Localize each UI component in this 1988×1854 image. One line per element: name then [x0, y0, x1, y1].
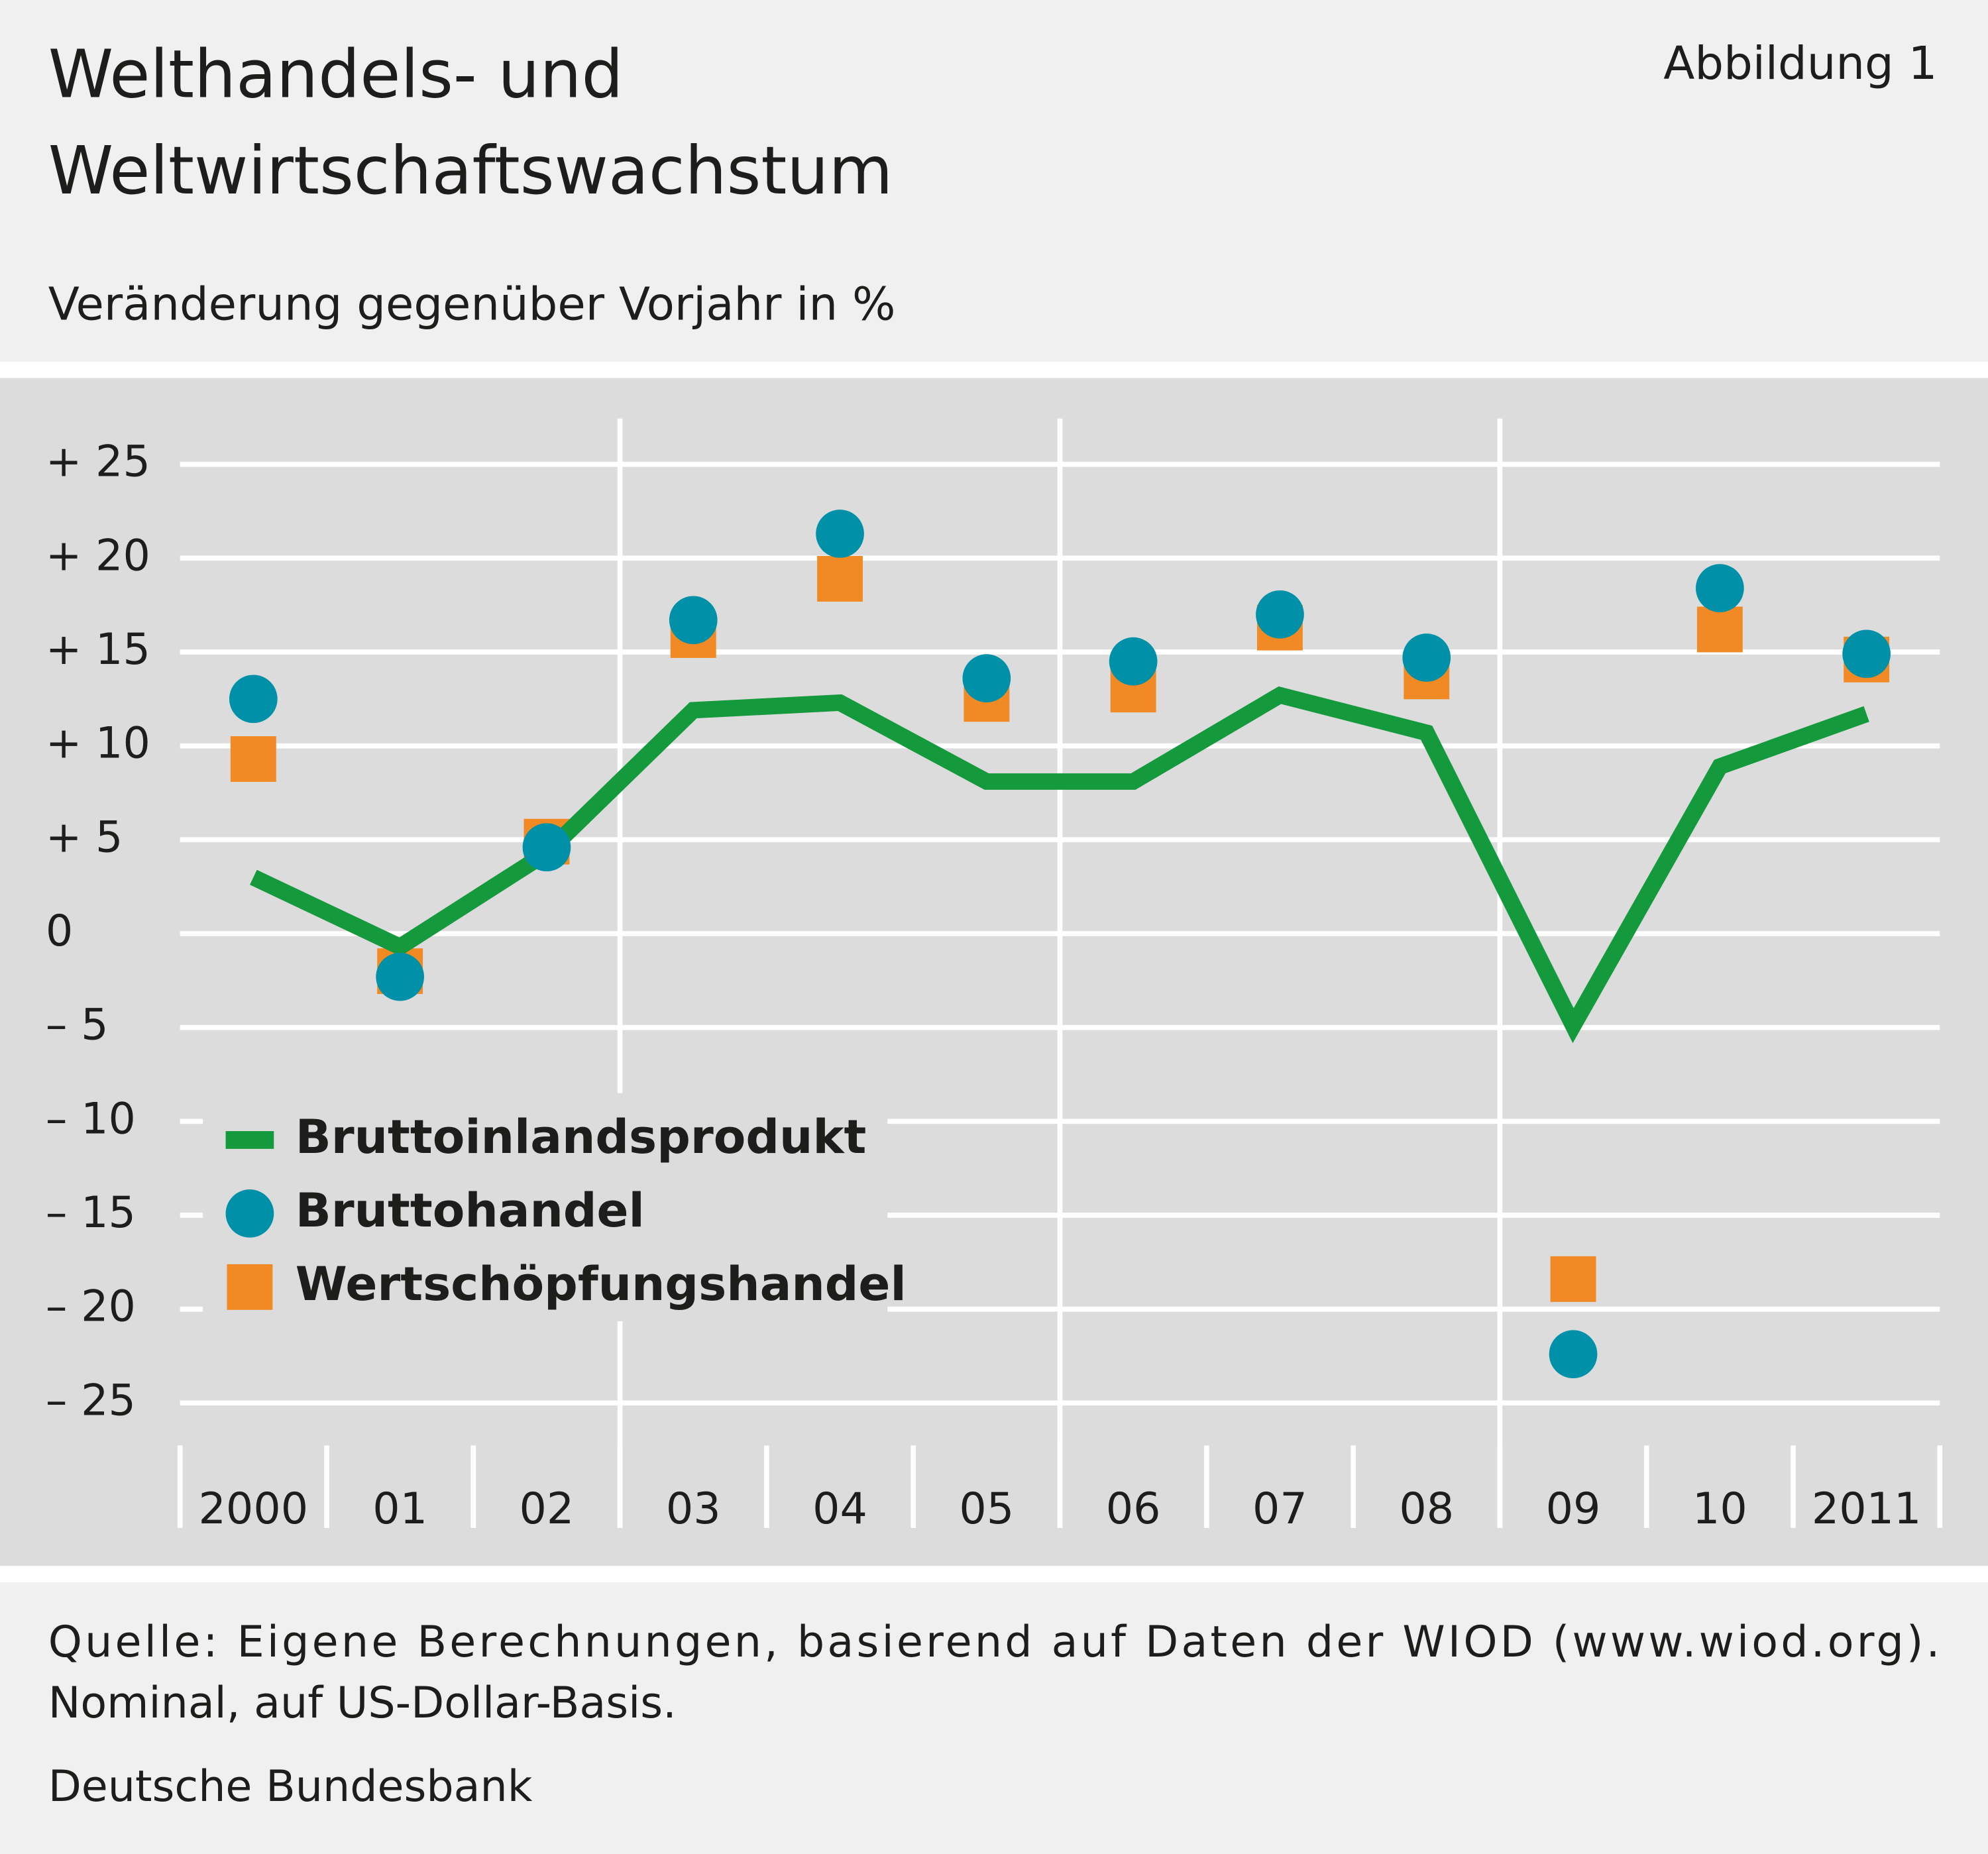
line [250, 686, 1869, 1044]
circle-marker [522, 823, 571, 872]
legend-background [203, 1093, 888, 1322]
chart-title: Weltwirtschaftswachstum [48, 133, 893, 209]
x-tick-label: 2000 [199, 1484, 309, 1534]
circle-marker [1842, 629, 1891, 679]
square-marker [817, 556, 863, 602]
circle-marker [1109, 637, 1158, 686]
x-tick-label: 06 [1106, 1484, 1161, 1534]
x-tick-label: 03 [666, 1484, 721, 1534]
y-tick-label: – 5 [46, 1001, 109, 1050]
legend-swatch [225, 1131, 274, 1149]
circle-marker [669, 596, 718, 645]
y-tick-label: – 20 [46, 1282, 136, 1332]
chart-title: Welthandels- und [48, 36, 624, 113]
circle-marker [1256, 590, 1304, 639]
subtitle: Veränderung gegenüber Vorjahr in % [48, 278, 896, 331]
square-marker [1696, 606, 1743, 653]
y-tick-label: – 15 [46, 1188, 136, 1238]
circle-marker [962, 654, 1011, 703]
x-tick-label: 2011 [1812, 1484, 1922, 1534]
publisher: Deutsche Bundesbank [48, 1762, 533, 1812]
y-tick-label: 0 [46, 906, 73, 956]
x-tick-label: 10 [1692, 1484, 1747, 1534]
source: Quelle: Eigene Berechnungen, basierend a… [48, 1617, 1940, 1667]
circle-marker [816, 510, 864, 558]
x-tick-label: 09 [1546, 1484, 1601, 1534]
square-marker [1550, 1256, 1596, 1302]
separator [0, 1566, 1988, 1583]
y-tick-label: + 25 [46, 437, 150, 487]
circle-marker [1549, 1330, 1598, 1379]
legend-swatch [227, 1264, 273, 1310]
circle-marker [376, 952, 424, 1001]
legend-label: Bruttohandel [296, 1183, 645, 1238]
x-tick-label: 04 [812, 1484, 867, 1534]
circle-marker [1402, 633, 1451, 682]
plot-panel [0, 378, 1988, 1566]
y-tick-label: + 5 [46, 812, 123, 862]
x-tick-label: 05 [959, 1484, 1014, 1534]
source: Nominal, auf US-Dollar-Basis. [48, 1678, 677, 1728]
x-tick-label: 01 [372, 1484, 427, 1534]
legend-label: Bruttoinlandsprodukt [296, 1109, 867, 1164]
y-tick-label: + 20 [46, 531, 150, 580]
circle-marker [229, 675, 278, 724]
legend-swatch [225, 1189, 274, 1238]
legend-label: Wertschöpfungshandel [296, 1256, 907, 1311]
square-marker [230, 736, 276, 782]
circle-marker [1695, 564, 1744, 613]
y-tick-label: – 25 [46, 1376, 136, 1425]
x-tick-label: 08 [1399, 1484, 1454, 1534]
figure-label: Abbildung 1 [1663, 37, 1937, 90]
x-tick-label: 02 [520, 1484, 575, 1534]
separator [0, 361, 1988, 378]
y-tick-label: + 15 [46, 625, 150, 675]
x-tick-label: 07 [1252, 1484, 1307, 1534]
y-tick-label: + 10 [46, 719, 150, 769]
y-tick-label: – 10 [46, 1094, 136, 1144]
